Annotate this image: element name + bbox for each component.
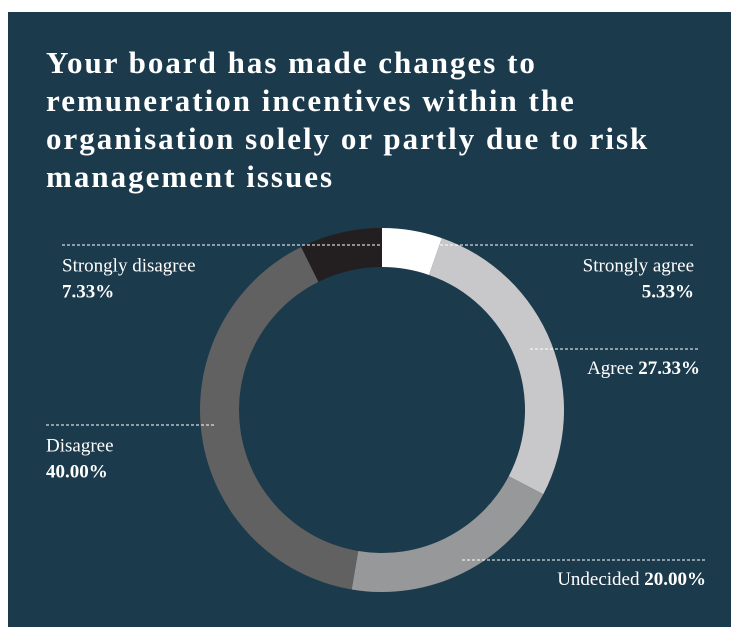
category-label: Agree <box>587 358 633 379</box>
donut-slice <box>382 228 442 275</box>
slice-label: Undecided 20.00% <box>557 569 706 590</box>
value-label: 7.33% <box>62 281 114 302</box>
donut-slice <box>429 238 565 495</box>
value-label: 40.00% <box>46 461 108 482</box>
category-label: Strongly disagree <box>62 255 196 276</box>
panel <box>8 12 731 627</box>
category-label: Undecided <box>557 569 640 590</box>
donut-slice <box>301 228 382 282</box>
chart-title: Your board has made changes to remunerat… <box>46 45 650 194</box>
category-label: Strongly agree <box>583 255 694 276</box>
value-label: 27.33% <box>638 358 700 379</box>
donut-slice <box>351 476 544 592</box>
value-label: 20.00% <box>644 569 706 590</box>
donut-slice <box>200 246 359 590</box>
value-label: 5.33% <box>642 281 694 302</box>
slice-label: Agree 27.33% <box>587 358 700 379</box>
category-label: Disagree <box>46 435 114 456</box>
